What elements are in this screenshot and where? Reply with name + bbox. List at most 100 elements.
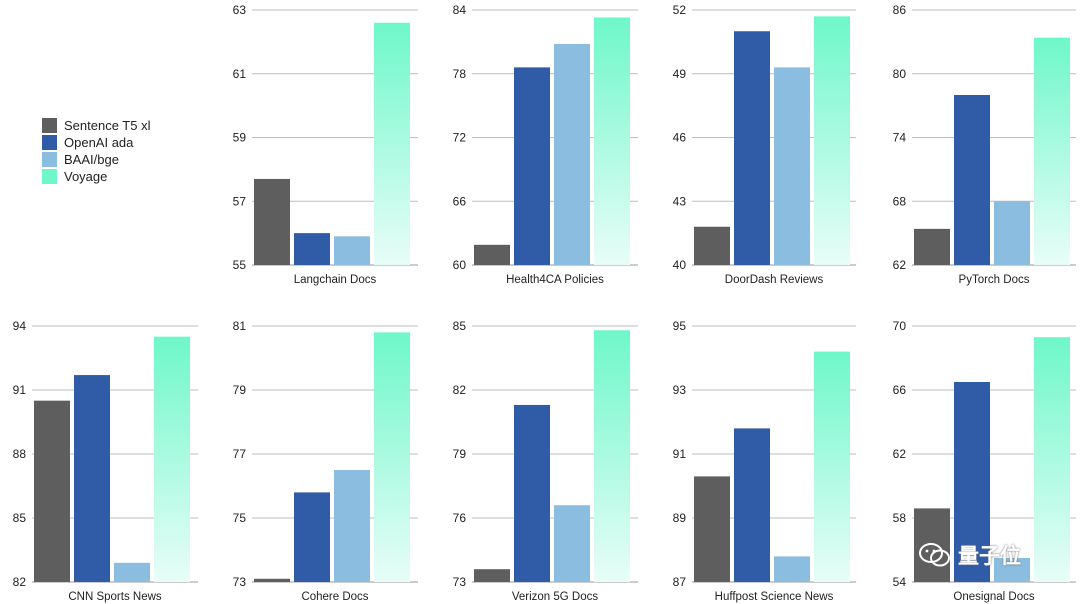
y-tick-label: 66 [893, 383, 907, 397]
bar-voyage [374, 22, 410, 265]
y-tick-label: 87 [673, 575, 687, 589]
y-tick-label: 91 [13, 383, 27, 397]
bar-sentence-t5-xl [254, 178, 290, 265]
chart-panel: 87 89 91 93 95 Huffpost Science News [673, 319, 856, 603]
y-tick-label: 52 [673, 3, 687, 17]
legend-swatch [42, 152, 57, 167]
bar-voyage [374, 332, 410, 582]
chart-panel: 73 75 77 79 81 Cohere Docs [233, 319, 418, 603]
bar-baai-bge [994, 558, 1030, 582]
bar-baai-bge [334, 470, 370, 582]
y-tick-label: 40 [673, 258, 687, 272]
bar-openai-ada [954, 95, 990, 265]
x-axis-label: Cohere Docs [301, 591, 368, 603]
y-tick-label: 59 [233, 131, 247, 145]
bar-sentence-t5-xl [34, 400, 70, 582]
legend-item: OpenAI ada [42, 134, 150, 151]
y-tick-label: 43 [673, 194, 687, 208]
bar-baai-bge [554, 505, 590, 582]
bar-openai-ada [74, 375, 110, 582]
y-tick-label: 74 [893, 131, 907, 145]
bar-sentence-t5-xl [254, 578, 290, 582]
y-tick-label: 85 [453, 319, 467, 333]
bar-sentence-t5-xl [474, 569, 510, 582]
legend-label: BAAI/bge [64, 152, 119, 167]
bar-voyage [594, 17, 630, 265]
bar-voyage [1034, 337, 1070, 582]
bar-baai-bge [994, 201, 1030, 265]
bar-voyage [154, 336, 190, 582]
x-axis-label: Langchain Docs [294, 274, 377, 286]
y-tick-label: 63 [233, 3, 247, 17]
y-tick-label: 82 [13, 575, 27, 589]
y-tick-label: 55 [233, 258, 247, 272]
y-tick-label: 61 [233, 67, 247, 81]
y-tick-label: 58 [893, 511, 907, 525]
y-tick-label: 70 [893, 319, 907, 333]
legend: Sentence T5 xl OpenAI ada BAAI/bge Voyage [42, 117, 150, 185]
bar-voyage [814, 16, 850, 265]
x-axis-label: Onesignal Docs [953, 591, 1034, 603]
legend-label: OpenAI ada [64, 135, 134, 150]
y-tick-label: 66 [453, 194, 467, 208]
legend-swatch [42, 169, 57, 184]
watermark-text: 量子位 [958, 545, 1021, 568]
y-tick-label: 93 [673, 383, 687, 397]
bar-openai-ada [294, 492, 330, 582]
y-tick-label: 94 [13, 319, 27, 333]
bar-voyage [594, 330, 630, 582]
y-tick-label: 84 [453, 3, 467, 17]
y-tick-label: 68 [893, 194, 907, 208]
legend-item: BAAI/bge [42, 151, 150, 168]
x-axis-label: CNN Sports News [68, 591, 162, 603]
x-axis-label: Huffpost Science News [715, 591, 834, 603]
x-axis-label: DoorDash Reviews [725, 274, 824, 286]
legend-item: Sentence T5 xl [42, 117, 150, 134]
bar-openai-ada [294, 233, 330, 265]
y-tick-label: 88 [13, 447, 27, 461]
y-tick-label: 85 [13, 511, 27, 525]
y-tick-label: 77 [233, 447, 247, 461]
chart-panel: 55 57 59 61 63 Langchain Docs [233, 3, 418, 286]
watermark: 量子位 [918, 540, 1021, 570]
x-axis-label: Verizon 5G Docs [512, 591, 599, 603]
y-tick-label: 82 [453, 383, 467, 397]
bar-sentence-t5-xl [914, 228, 950, 265]
chart-panel: 82 85 88 91 94 CNN Sports News [13, 319, 198, 603]
y-tick-label: 80 [893, 67, 907, 81]
chart-panel: 54 58 62 66 70 Onesignal Docs [893, 319, 1076, 603]
y-tick-label: 89 [673, 511, 687, 525]
bar-baai-bge [114, 562, 150, 582]
bar-voyage [1034, 37, 1070, 265]
y-tick-label: 86 [893, 3, 907, 17]
chart-panel: 60 66 72 78 84 Health4CA Policies [453, 3, 638, 286]
bar-openai-ada [954, 382, 990, 582]
y-tick-label: 91 [673, 447, 687, 461]
chart-panel: 62 68 74 80 86 PyTorch Docs [893, 3, 1076, 286]
y-tick-label: 75 [233, 511, 247, 525]
wechat-icon [919, 543, 950, 567]
bar-sentence-t5-xl [694, 226, 730, 265]
y-tick-label: 73 [453, 575, 467, 589]
y-tick-label: 62 [893, 447, 907, 461]
bar-openai-ada [514, 404, 550, 582]
bar-openai-ada [734, 31, 770, 265]
y-tick-label: 57 [233, 194, 247, 208]
legend-swatch [42, 118, 57, 133]
y-tick-label: 76 [453, 511, 467, 525]
legend-item: Voyage [42, 168, 150, 185]
chart-panel: 40 43 46 49 52 DoorDash Reviews [673, 3, 856, 286]
y-tick-label: 78 [453, 67, 467, 81]
x-axis-label: Health4CA Policies [506, 274, 604, 286]
bar-sentence-t5-xl [914, 508, 950, 582]
bar-baai-bge [334, 236, 370, 265]
bar-voyage [814, 351, 850, 582]
bar-baai-bge [554, 44, 590, 265]
y-tick-label: 72 [453, 131, 467, 145]
y-tick-label: 73 [233, 575, 247, 589]
bar-sentence-t5-xl [694, 476, 730, 582]
legend-label: Voyage [64, 169, 108, 184]
chart-panel: 73 76 79 82 85 Verizon 5G Docs [453, 319, 638, 603]
y-tick-label: 79 [453, 447, 467, 461]
